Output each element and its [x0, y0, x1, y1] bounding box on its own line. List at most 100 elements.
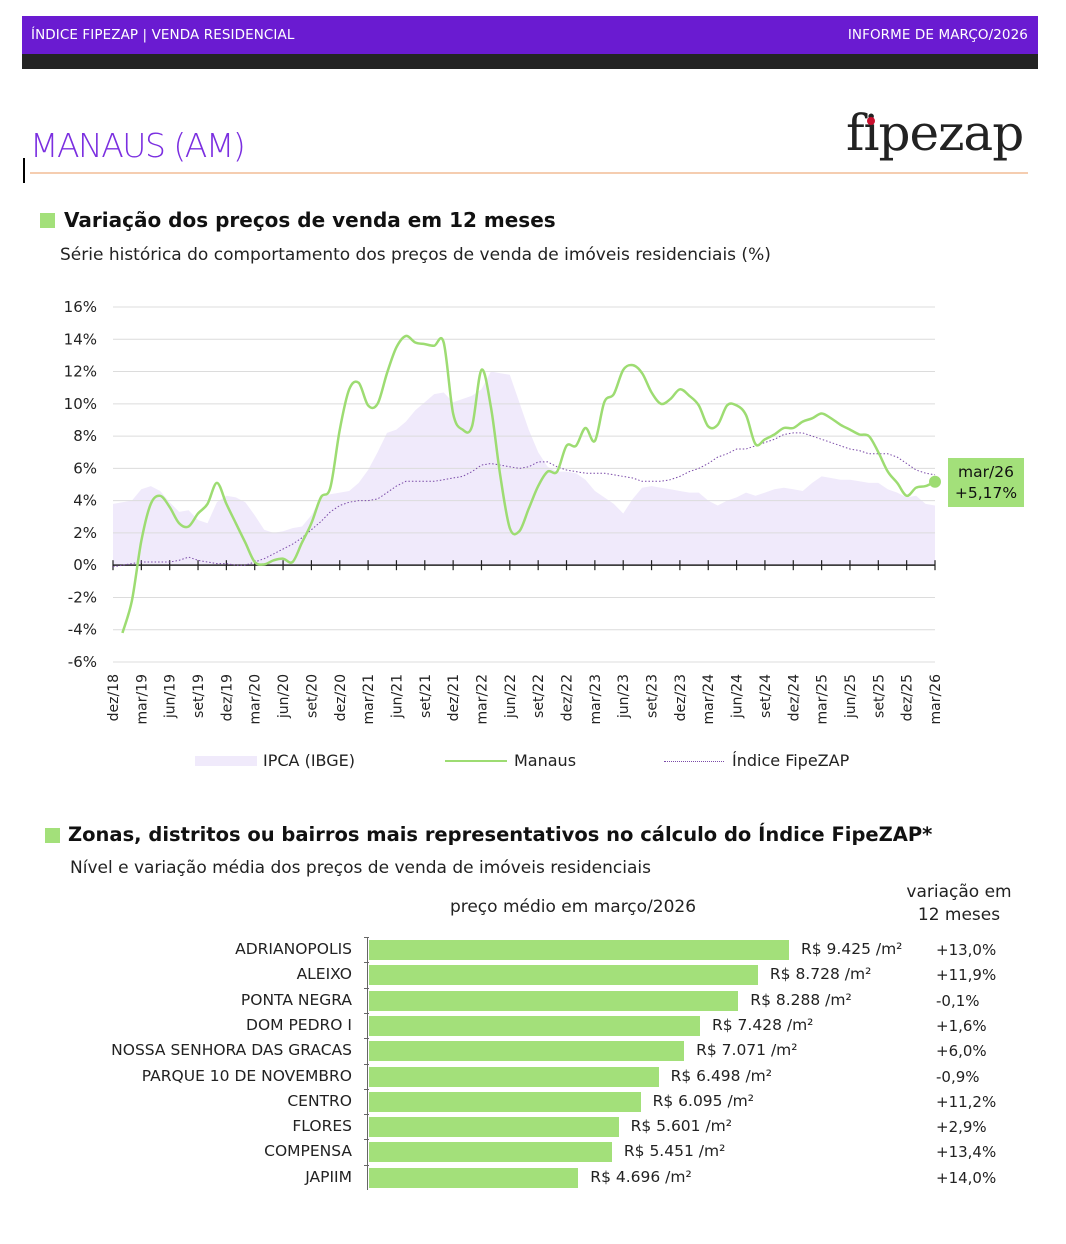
logo-text: fipezap — [846, 104, 1024, 162]
x-tick-label: dez/21 — [446, 674, 462, 721]
legend-swatch-manaus — [445, 760, 507, 762]
x-tick-label: jun/20 — [276, 674, 292, 719]
section1-subtitle: Série histórica do comportamento dos pre… — [60, 245, 771, 265]
x-tick-label: set/20 — [304, 674, 320, 718]
section-marker-icon — [40, 213, 55, 228]
price-bar — [369, 965, 758, 986]
y-tick-label: 14% — [64, 330, 97, 348]
y-tick-label: 10% — [64, 395, 97, 413]
bar-axis-tick — [364, 987, 369, 989]
x-tick-label: mar/22 — [474, 674, 490, 725]
x-tick-label: jun/25 — [843, 674, 859, 719]
bar-axis-tick — [364, 1012, 369, 1014]
price-value-label: R$ 5.601 /m² — [630, 1117, 732, 1136]
report-header-bar — [22, 16, 1038, 54]
x-tick-label: mar/26 — [928, 674, 944, 725]
bar-axis-tick — [364, 1038, 369, 1040]
manaus-line — [121, 334, 936, 634]
variation-value: +13,4% — [936, 1143, 997, 1162]
neighborhood-label: JAPIIM — [305, 1167, 352, 1186]
neighborhood-label: PONTA NEGRA — [240, 990, 352, 1009]
title-divider — [30, 172, 1028, 174]
neighborhood-label: CENTRO — [287, 1091, 352, 1110]
neighborhood-label: ALEIXO — [296, 965, 352, 984]
x-tick-label: dez/20 — [333, 674, 349, 721]
x-tick-label: set/21 — [418, 674, 434, 718]
y-tick-label: 16% — [64, 298, 97, 316]
price-bar — [369, 1066, 659, 1087]
neighborhood-label: NOSSA SENHORA DAS GRACAS — [111, 1041, 352, 1060]
price-bar — [369, 940, 789, 960]
variation-value: +13,0% — [936, 941, 997, 959]
x-tick-label: jun/19 — [163, 674, 179, 719]
callout-date: mar/26 — [958, 463, 1014, 481]
y-tick-label: -4% — [68, 621, 97, 639]
neighborhood-label: ADRIANOPOLIS — [235, 940, 352, 958]
callout-value: +5,17% — [954, 484, 1018, 502]
x-tick-label: set/22 — [531, 674, 547, 718]
price-value-label: R$ 5.451 /m² — [623, 1142, 726, 1161]
price-value-label: R$ 7.071 /m² — [696, 1041, 798, 1060]
price-variation-line-chart: 16% 14% 12% 10% 8% 6% 4% 2% 0% -2% -4% -6% dez/18 mar… — [64, 298, 944, 725]
legend-label-fipezap: Índice FipeZAP — [732, 751, 850, 770]
y-tick-label: 12% — [64, 363, 97, 381]
neighborhood-label: FLORES — [292, 1117, 352, 1136]
variation-value: +14,0% — [936, 1168, 997, 1187]
variation-value: -0,1% — [936, 991, 980, 1010]
x-tick-label: mar/23 — [588, 674, 604, 725]
y-tick-label: -2% — [68, 588, 97, 606]
x-tick-label: jun/22 — [503, 674, 519, 719]
neighborhood-label: COMPENSA — [264, 1142, 352, 1161]
header-left-label: ÍNDICE FIPEZAP | VENDA RESIDENCIAL — [31, 27, 295, 43]
variation-header-line1: variação em — [906, 882, 1012, 902]
x-tick-label: dez/23 — [673, 674, 689, 721]
variation-value: +2,9% — [936, 1118, 987, 1137]
x-tick-label: mar/24 — [701, 674, 717, 725]
x-tick-label: dez/25 — [900, 674, 916, 721]
price-value-label: R$ 6.498 /m² — [670, 1066, 772, 1085]
x-tick-label: dez/18 — [106, 674, 122, 721]
legend-label-ipca: IPCA (IBGE) — [263, 751, 355, 770]
bar-axis-tick — [364, 962, 369, 964]
y-tick-label: 2% — [73, 524, 97, 542]
neighborhood-label: DOM PEDRO I — [246, 1015, 352, 1034]
variation-value: +6,0% — [936, 1042, 987, 1061]
last-point-marker — [929, 475, 941, 488]
neighborhood-label: PARQUE 10 DE NOVEMBRO — [141, 1066, 352, 1085]
price-bar — [369, 1117, 619, 1138]
section-marker-icon — [45, 828, 60, 843]
x-tick-label: mar/19 — [134, 674, 150, 725]
section2-subtitle: Nível e variação média dos preços de ven… — [70, 858, 651, 878]
y-tick-label: 8% — [73, 427, 97, 445]
x-tick-label: jun/24 — [730, 674, 746, 719]
x-tick-label: dez/22 — [560, 674, 576, 721]
x-tick-label: set/24 — [758, 674, 774, 718]
legend-label-manaus: Manaus — [514, 751, 577, 770]
price-bar — [369, 1091, 641, 1112]
variation-header: variação em 12 meses — [880, 881, 1038, 927]
bar-axis-tick — [364, 1114, 369, 1116]
price-value-label: R$ 7.428 /m² — [712, 1015, 814, 1034]
legend-swatch-ipca — [195, 756, 257, 766]
x-tick-label: set/23 — [645, 674, 661, 718]
text-cursor — [23, 158, 25, 183]
x-tick-label: jun/21 — [389, 674, 405, 719]
bar-axis-tick — [364, 1139, 369, 1141]
y-tick-label: 4% — [73, 492, 97, 510]
page-title: MANAUS (AM) — [30, 126, 246, 165]
variation-value: -0,9% — [936, 1067, 980, 1086]
legend-swatch-fipezap — [664, 761, 724, 762]
bar-axis-tick — [364, 1088, 369, 1090]
variation-value: +1,6% — [936, 1016, 987, 1035]
bar-axis-tick — [364, 937, 369, 938]
price-value-label: R$ 8.728 /m² — [769, 965, 872, 984]
price-bar — [369, 1167, 579, 1188]
y-tick-label: -6% — [68, 653, 97, 671]
price-value-label: R$ 4.696 /m² — [590, 1167, 692, 1186]
header-dark-strip — [22, 54, 1038, 69]
last-value-callout: mar/26 +5,17% — [948, 458, 1024, 507]
price-value-label: R$ 8.288 /m² — [750, 990, 852, 1009]
fipezap-logo: fipezap — [846, 104, 1024, 162]
section2-title: Zonas, distritos ou bairros mais represe… — [68, 823, 933, 846]
bar-axis-tick — [364, 1164, 369, 1166]
